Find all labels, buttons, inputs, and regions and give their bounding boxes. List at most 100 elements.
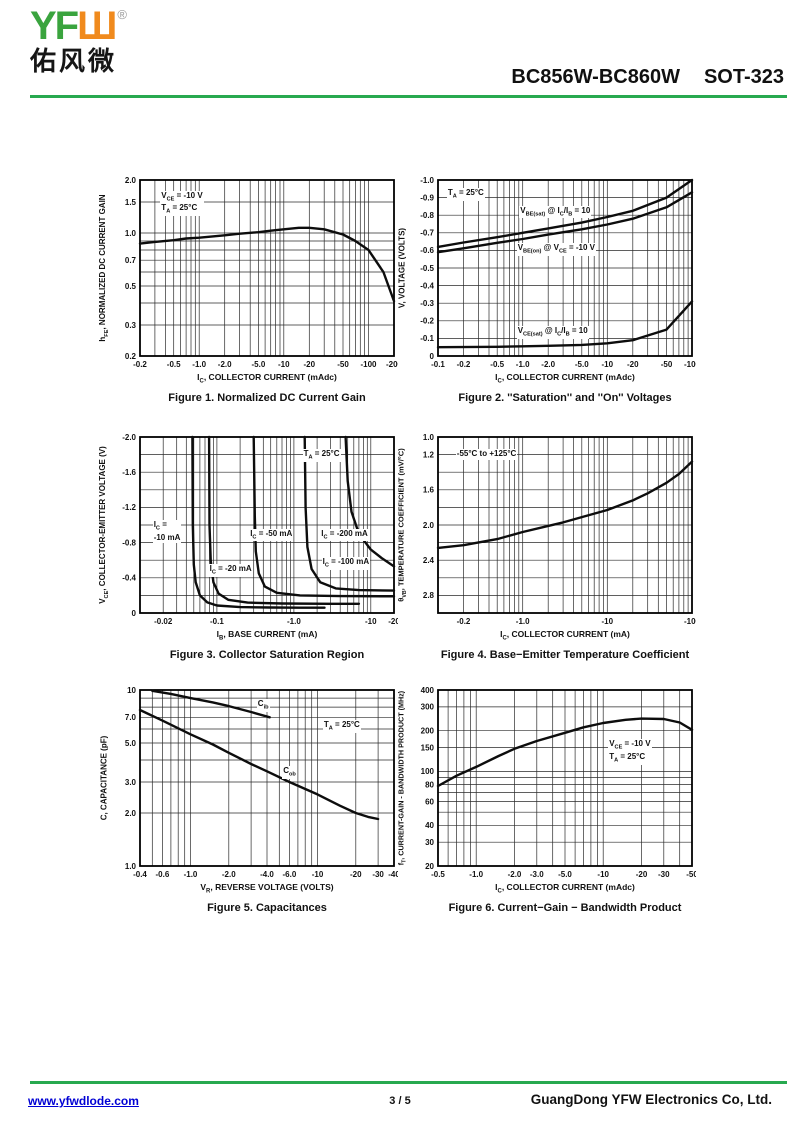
logo-yf: YF <box>30 4 79 48</box>
x-axis-title: IC, COLLECTOR CURRENT (mAdc) <box>197 372 337 385</box>
curve-ic-20-ma <box>207 435 361 605</box>
svg-text:7.0: 7.0 <box>125 713 137 722</box>
svg-text:-30: -30 <box>372 870 384 879</box>
svg-text:80: 80 <box>425 780 434 789</box>
svg-text:-0.5: -0.5 <box>431 870 445 879</box>
svg-text:5.0: 5.0 <box>125 739 137 748</box>
svg-text:-100: -100 <box>684 360 696 369</box>
package-name: SOT-323 <box>703 66 784 88</box>
yfw-logo: YFШ ® 佑风微 <box>30 6 127 74</box>
svg-text:-1.0: -1.0 <box>192 360 206 369</box>
data-curves <box>191 435 396 609</box>
svg-text:-2.0: -2.0 <box>218 360 232 369</box>
svg-text:-0.5: -0.5 <box>167 360 181 369</box>
svg-text:0.3: 0.3 <box>125 321 137 330</box>
svg-text:-0.2: -0.2 <box>133 360 147 369</box>
svg-text:-4.0: -4.0 <box>260 870 274 879</box>
curve-vbe-sat-ic-ib-10 <box>436 178 694 249</box>
svg-text:-5.0: -5.0 <box>558 870 572 879</box>
svg-text:-200: -200 <box>386 360 398 369</box>
figure-6-chart: -0.5 -1.0 -2.0 -3.0 -5.0 -10 -20 -30 -50 400 300 20… <box>386 680 696 930</box>
figure-caption: Figure 6. Current−Gain − Bandwidth Produ… <box>448 902 682 914</box>
svg-text:-20: -20 <box>627 360 639 369</box>
svg-text:2.0: 2.0 <box>125 176 137 185</box>
annotation: VBE(sat) @ IC/IB = 10 <box>519 205 592 219</box>
svg-text:-2.0: -2.0 <box>508 870 522 879</box>
annotation: TA = 25°C <box>302 449 341 463</box>
svg-text:-1.0: -1.0 <box>184 870 198 879</box>
annotation: VCE = -10 V TA = 25°C <box>608 739 652 766</box>
figure-3-chart: -0.02 -0.1 -1.0 -10 -20 -2.0 -1.6 -1.2 -0.8 -0.4 0… <box>88 427 398 677</box>
gridlines <box>437 436 693 614</box>
tick-labels: -0.2 -1.0 -10 -100 1.0 1.2 1.6 2.0 2.4 2.8 <box>423 433 696 626</box>
svg-text:-10: -10 <box>278 360 290 369</box>
svg-text:-0.8: -0.8 <box>122 538 136 547</box>
curve-cob <box>138 708 380 821</box>
svg-text:-30: -30 <box>658 870 670 879</box>
svg-text:0.5: 0.5 <box>125 282 137 291</box>
figure-caption: Figure 5. Capacitances <box>207 902 327 914</box>
plot-border <box>139 179 395 357</box>
plot-svg: -0.5 -1.0 -2.0 -3.0 -5.0 -10 -20 -30 -50 400 300 20… <box>421 686 696 879</box>
plot-border <box>139 436 395 614</box>
plot-svg: -0.2 -1.0 -10 -100 1.0 1.2 1.6 2.0 2.4 2.8 <box>423 433 696 626</box>
annotation: IC = -200 mA <box>320 528 369 542</box>
svg-text:-20: -20 <box>350 870 362 879</box>
logo-text: YFШ ® <box>30 6 127 46</box>
tick-labels: -0.1 -0.2 -0.5 -1.0 -2.0 -5.0 -10 -20 -50 -100 -1.… <box>420 176 696 369</box>
svg-text:2.0: 2.0 <box>125 809 137 818</box>
svg-text:2.0: 2.0 <box>423 521 435 530</box>
annotation: Cob <box>282 765 297 779</box>
svg-text:-0.7: -0.7 <box>420 229 434 238</box>
data-curves <box>138 689 380 821</box>
curve-ic-100-ma <box>303 435 396 592</box>
plot-border <box>437 436 693 614</box>
svg-text:0.2: 0.2 <box>125 352 137 361</box>
svg-text:-0.02: -0.02 <box>154 617 173 626</box>
figure-caption: Figure 2. ''Saturation'' and ''On'' Volt… <box>458 392 672 404</box>
figure-caption: Figure 1. Normalized DC Current Gain <box>168 392 366 404</box>
curve-ic-50-ma <box>252 435 396 598</box>
svg-text:-0.5: -0.5 <box>420 264 434 273</box>
tick-labels: -0.2 -0.5 -1.0 -2.0 -5.0 -10 -20 -50 -100 -200 2.0… <box>125 176 398 369</box>
svg-text:-1.0: -1.0 <box>516 360 530 369</box>
svg-text:60: 60 <box>425 797 434 806</box>
svg-text:-10: -10 <box>597 870 609 879</box>
annotation: VCE = -10 V TA = 25°C <box>160 190 204 217</box>
svg-text:-50: -50 <box>337 360 349 369</box>
website-link[interactable]: www.yfwdlode.com <box>28 1094 139 1108</box>
svg-text:-1.0: -1.0 <box>287 617 301 626</box>
svg-text:-5.0: -5.0 <box>252 360 266 369</box>
x-axis-title: IC, COLLECTOR CURRENT (mAdc) <box>495 882 635 895</box>
svg-text:400: 400 <box>421 686 435 695</box>
svg-text:-0.6: -0.6 <box>156 870 170 879</box>
svg-text:0: 0 <box>132 609 137 618</box>
curve-ic-10-ma <box>191 435 326 609</box>
registered-mark-icon: ® <box>117 7 127 22</box>
curve-ft-bandwidth-product <box>436 717 694 788</box>
part-number: BC856W-BC860W <box>511 66 680 88</box>
svg-text:-0.2: -0.2 <box>457 360 471 369</box>
svg-text:-1.0: -1.0 <box>469 870 483 879</box>
data-curves <box>436 460 694 550</box>
svg-text:-2.0: -2.0 <box>122 433 136 442</box>
svg-text:-10: -10 <box>602 360 614 369</box>
plot-svg: -0.1 -0.2 -0.5 -1.0 -2.0 -5.0 -10 -20 -50 -100 -1.… <box>420 176 696 369</box>
svg-text:-0.4: -0.4 <box>122 574 136 583</box>
y-axis-title: V, VOLTAGE (VOLTS) <box>397 227 407 309</box>
x-axis-title: IC, COLLECTOR CURRENT (mAdc) <box>495 372 635 385</box>
logo-chinese-text: 佑风微 <box>30 46 118 76</box>
svg-text:-1.6: -1.6 <box>122 468 136 477</box>
svg-text:-1.0: -1.0 <box>420 176 434 185</box>
svg-text:-0.1: -0.1 <box>420 334 434 343</box>
svg-text:-20: -20 <box>304 360 316 369</box>
annotation: IC = -20 mA <box>208 563 253 577</box>
tick-labels: -0.02 -0.1 -1.0 -10 -20 -2.0 -1.6 -1.2 -0.8 -0.4 0 <box>122 433 398 626</box>
plot-border <box>139 689 395 867</box>
annotation: IC = -100 mA <box>321 556 371 570</box>
data-curves <box>138 226 396 303</box>
svg-text:1.0: 1.0 <box>423 433 435 442</box>
svg-text:-100: -100 <box>684 617 696 626</box>
footer-rule <box>30 1081 787 1084</box>
y-axis-title: VCE, COLLECTOR-EMITTER VOLTAGE (V) <box>98 446 110 604</box>
